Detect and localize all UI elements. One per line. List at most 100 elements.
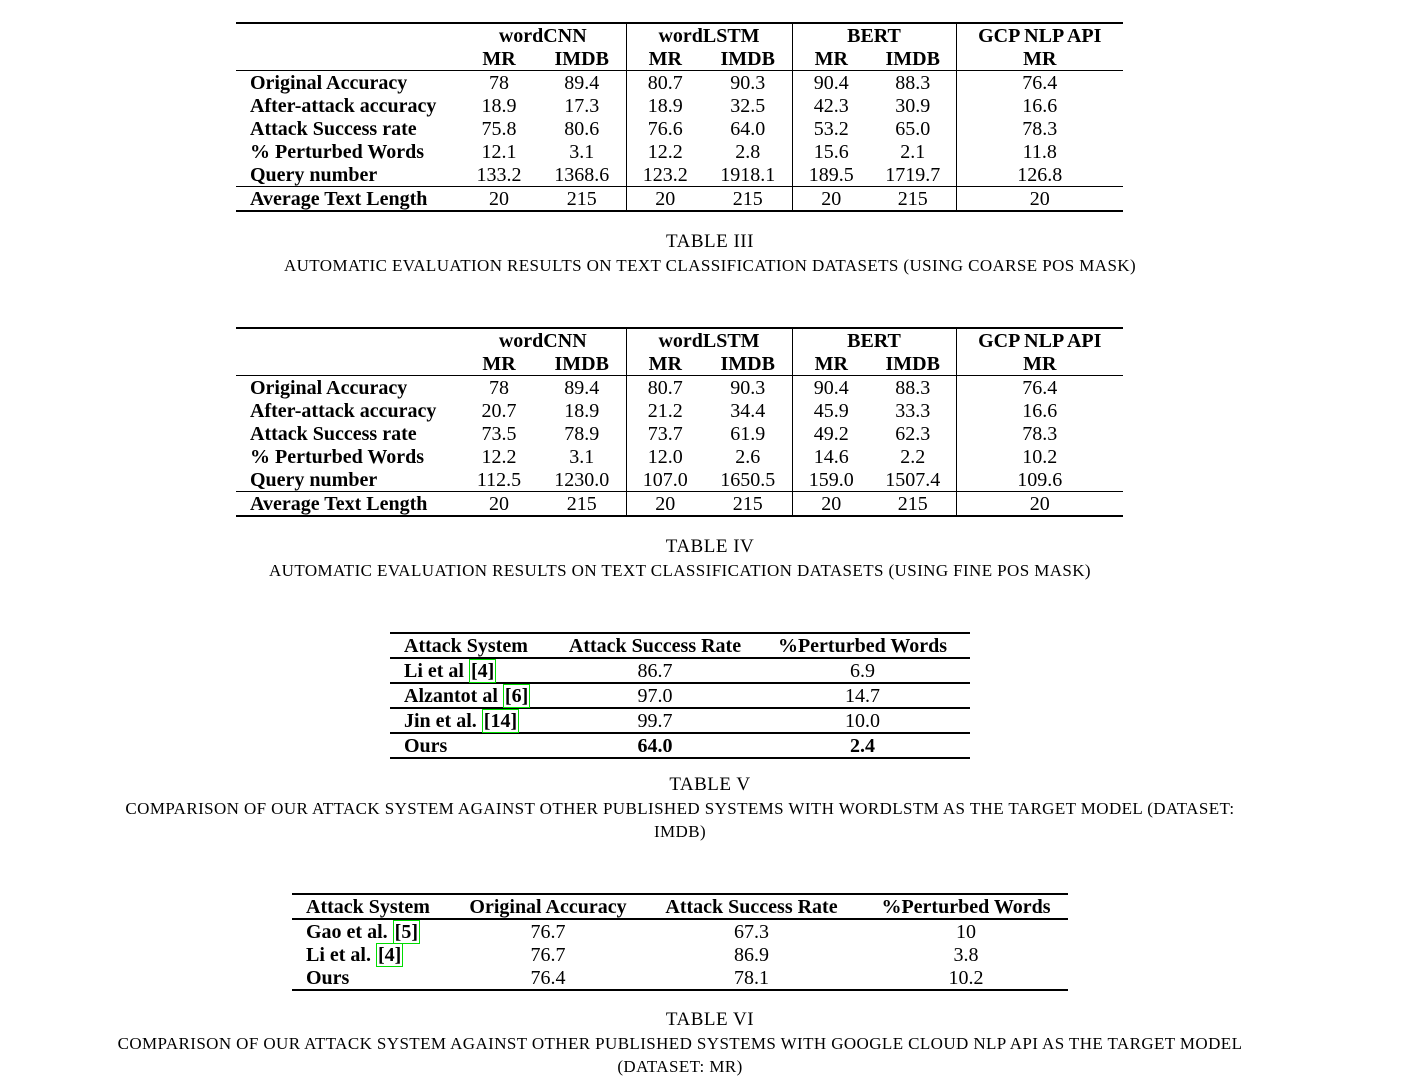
dataset-header: MR <box>814 352 848 375</box>
table-iv-model: wordLSTM <box>626 328 793 352</box>
table-iii: wordCNN wordLSTM BERT GCP NLP API MR IMD… <box>236 22 1123 212</box>
dataset-header: IMDB <box>870 47 957 71</box>
cell-value: 64.0 <box>704 117 793 140</box>
cell-value: 86.9 <box>734 943 769 966</box>
system-label: Li et al <box>404 659 464 682</box>
cell-value: 107.0 <box>642 468 688 491</box>
cell-value: 10.2 <box>1022 445 1058 468</box>
cell-value: 215 <box>870 491 957 516</box>
table-iv-body: Original Accuracy 78 89.4 80.7 90.3 90.4 88.3 7… <box>236 375 1123 516</box>
cell-value: 76.4 <box>530 966 566 989</box>
table-vi-caption-line2: (DATASET: MR) <box>617 1057 743 1076</box>
table-iv: wordCNN wordLSTM BERT GCP NLP API MR IMD… <box>236 327 1123 517</box>
cell-value: 3.1 <box>538 445 627 468</box>
table-row: % Perturbed Words 12.2 3.1 12.0 2.6 14.6 2.2 10… <box>236 445 1123 468</box>
attack-system-name: Ours <box>292 966 457 990</box>
attack-system-name: Alzantot al [6] <box>390 683 555 708</box>
cell-value: 90.4 <box>813 376 849 399</box>
cell-value: 76.7 <box>530 920 566 943</box>
table-vi-header: Attack System Original Accuracy Attack S… <box>292 894 1068 919</box>
cell-value: 189.5 <box>808 163 854 186</box>
cell-value: 90.3 <box>704 70 793 94</box>
dataset-header: MR <box>1023 47 1057 70</box>
row-label: % Perturbed Words <box>250 445 425 468</box>
table-iv-dataset-header: MR IMDB MR IMDB MR IMDB MR <box>236 352 1123 376</box>
cell-value: 1507.4 <box>870 468 957 492</box>
table-vi-body: Gao et al. [5] 76.7 67.3 10 Li et al. [4] 76.… <box>292 919 1068 990</box>
system-label: Gao et al. <box>306 920 388 943</box>
citation-link[interactable]: [4] <box>376 942 404 967</box>
system-label: Ours <box>404 734 448 757</box>
table-vi-number: TABLE VI <box>665 1009 755 1030</box>
cell-value: 215 <box>704 491 793 516</box>
cell-value: 20 <box>1029 187 1050 210</box>
citation-link[interactable]: [6] <box>502 683 531 708</box>
cell-value: 133.2 <box>476 163 522 186</box>
system-label: Alzantot al <box>404 684 498 707</box>
cell-value: 17.3 <box>538 94 627 117</box>
table-iii-model: BERT <box>792 23 957 47</box>
table-row: Attack Success rate 75.8 80.6 76.6 64.0 53.2 6… <box>236 117 1123 140</box>
column-header: %Perturbed Words <box>777 634 948 657</box>
cell-value: 76.4 <box>1022 376 1058 399</box>
dataset-header: IMDB <box>704 352 793 376</box>
column-header: Attack System <box>404 634 528 657</box>
dataset-header: MR <box>648 47 682 70</box>
table-row: Ours 64.0 2.4 <box>390 733 970 758</box>
table-iv-model-header: wordCNN wordLSTM BERT GCP NLP API <box>236 328 1123 352</box>
dataset-header: IMDB <box>538 352 627 376</box>
cell-value: 15.6 <box>813 140 849 163</box>
table-row: Jin et al. [14] 99.7 10.0 <box>390 708 970 733</box>
column-header: Attack Success Rate <box>568 634 742 657</box>
citation-link[interactable]: [14] <box>481 708 520 733</box>
cell-value: 2.8 <box>704 140 793 163</box>
citation-link[interactable]: [4] <box>469 658 497 683</box>
table-v-caption: COMPARISON OF OUR ATTACK SYSTEM AGAINST … <box>0 797 1360 843</box>
cell-value: 45.9 <box>813 399 849 422</box>
row-label: Original Accuracy <box>250 71 408 94</box>
cell-value: 49.2 <box>813 422 849 445</box>
cell-value: 109.6 <box>1017 468 1063 491</box>
cell-value: 10.0 <box>845 709 880 732</box>
cell-value: 78.3 <box>1022 117 1058 140</box>
table-v-caption-line2: IMDB) <box>653 822 707 841</box>
table-row: Original Accuracy 78 89.4 80.7 90.3 90.4 88.3 7… <box>236 70 1123 94</box>
cell-value: 20.7 <box>481 399 517 422</box>
cell-value: 34.4 <box>704 399 793 422</box>
table-row: Original Accuracy 78 89.4 80.7 90.3 90.4 88.3 7… <box>236 375 1123 399</box>
dataset-header: IMDB <box>704 47 793 71</box>
cell-value: 18.9 <box>481 94 517 117</box>
cell-value: 1719.7 <box>870 163 957 187</box>
citation-number: 4 <box>477 659 488 682</box>
table-iii-dataset-header: MR IMDB MR IMDB MR IMDB MR <box>236 47 1123 71</box>
cell-value: 215 <box>704 186 793 211</box>
table-iii-model: GCP NLP API <box>978 24 1102 47</box>
cell-value: 16.6 <box>1022 399 1058 422</box>
table-row: Query number 112.5 1230.0 107.0 1650.5 159.0 1… <box>236 468 1123 492</box>
cell-value: 12.2 <box>481 445 517 468</box>
table-v: Attack System Attack Success Rate %Pertu… <box>390 632 970 759</box>
cell-value: 215 <box>538 491 627 516</box>
cell-value: 20 <box>489 492 509 515</box>
table-row: Query number 133.2 1368.6 123.2 1918.1 189.5 1… <box>236 163 1123 187</box>
cell-value: 1368.6 <box>538 163 627 187</box>
row-label: After-attack accuracy <box>250 94 437 117</box>
cell-value: 1650.5 <box>704 468 793 492</box>
table-iii-body: Original Accuracy 78 89.4 80.7 90.3 90.4 88.3 7… <box>236 70 1123 211</box>
attack-system-name: Ours <box>390 733 555 758</box>
citation-number: 14 <box>490 709 511 732</box>
citation-link[interactable]: [5] <box>392 919 420 944</box>
table-row: After-attack accuracy 20.7 18.9 21.2 34.4 45.… <box>236 399 1123 422</box>
table-v-header: Attack System Attack Success Rate %Pertu… <box>390 633 970 658</box>
cell-value: 11.8 <box>1022 140 1057 163</box>
cell-value: 2.6 <box>704 445 793 468</box>
cell-value: 2.1 <box>870 140 957 163</box>
table-iii-caption: AUTOMATIC EVALUATION RESULTS ON TEXT CLA… <box>283 256 1137 275</box>
cell-value: 12.0 <box>647 445 683 468</box>
cell-value: 159.0 <box>808 468 854 491</box>
table-row: After-attack accuracy 18.9 17.3 18.9 32.5 42.… <box>236 94 1123 117</box>
cell-value: 78 <box>489 71 509 94</box>
citation-number: 5 <box>401 920 412 943</box>
cell-value: 86.7 <box>637 659 673 682</box>
cell-value: 20 <box>489 187 509 210</box>
